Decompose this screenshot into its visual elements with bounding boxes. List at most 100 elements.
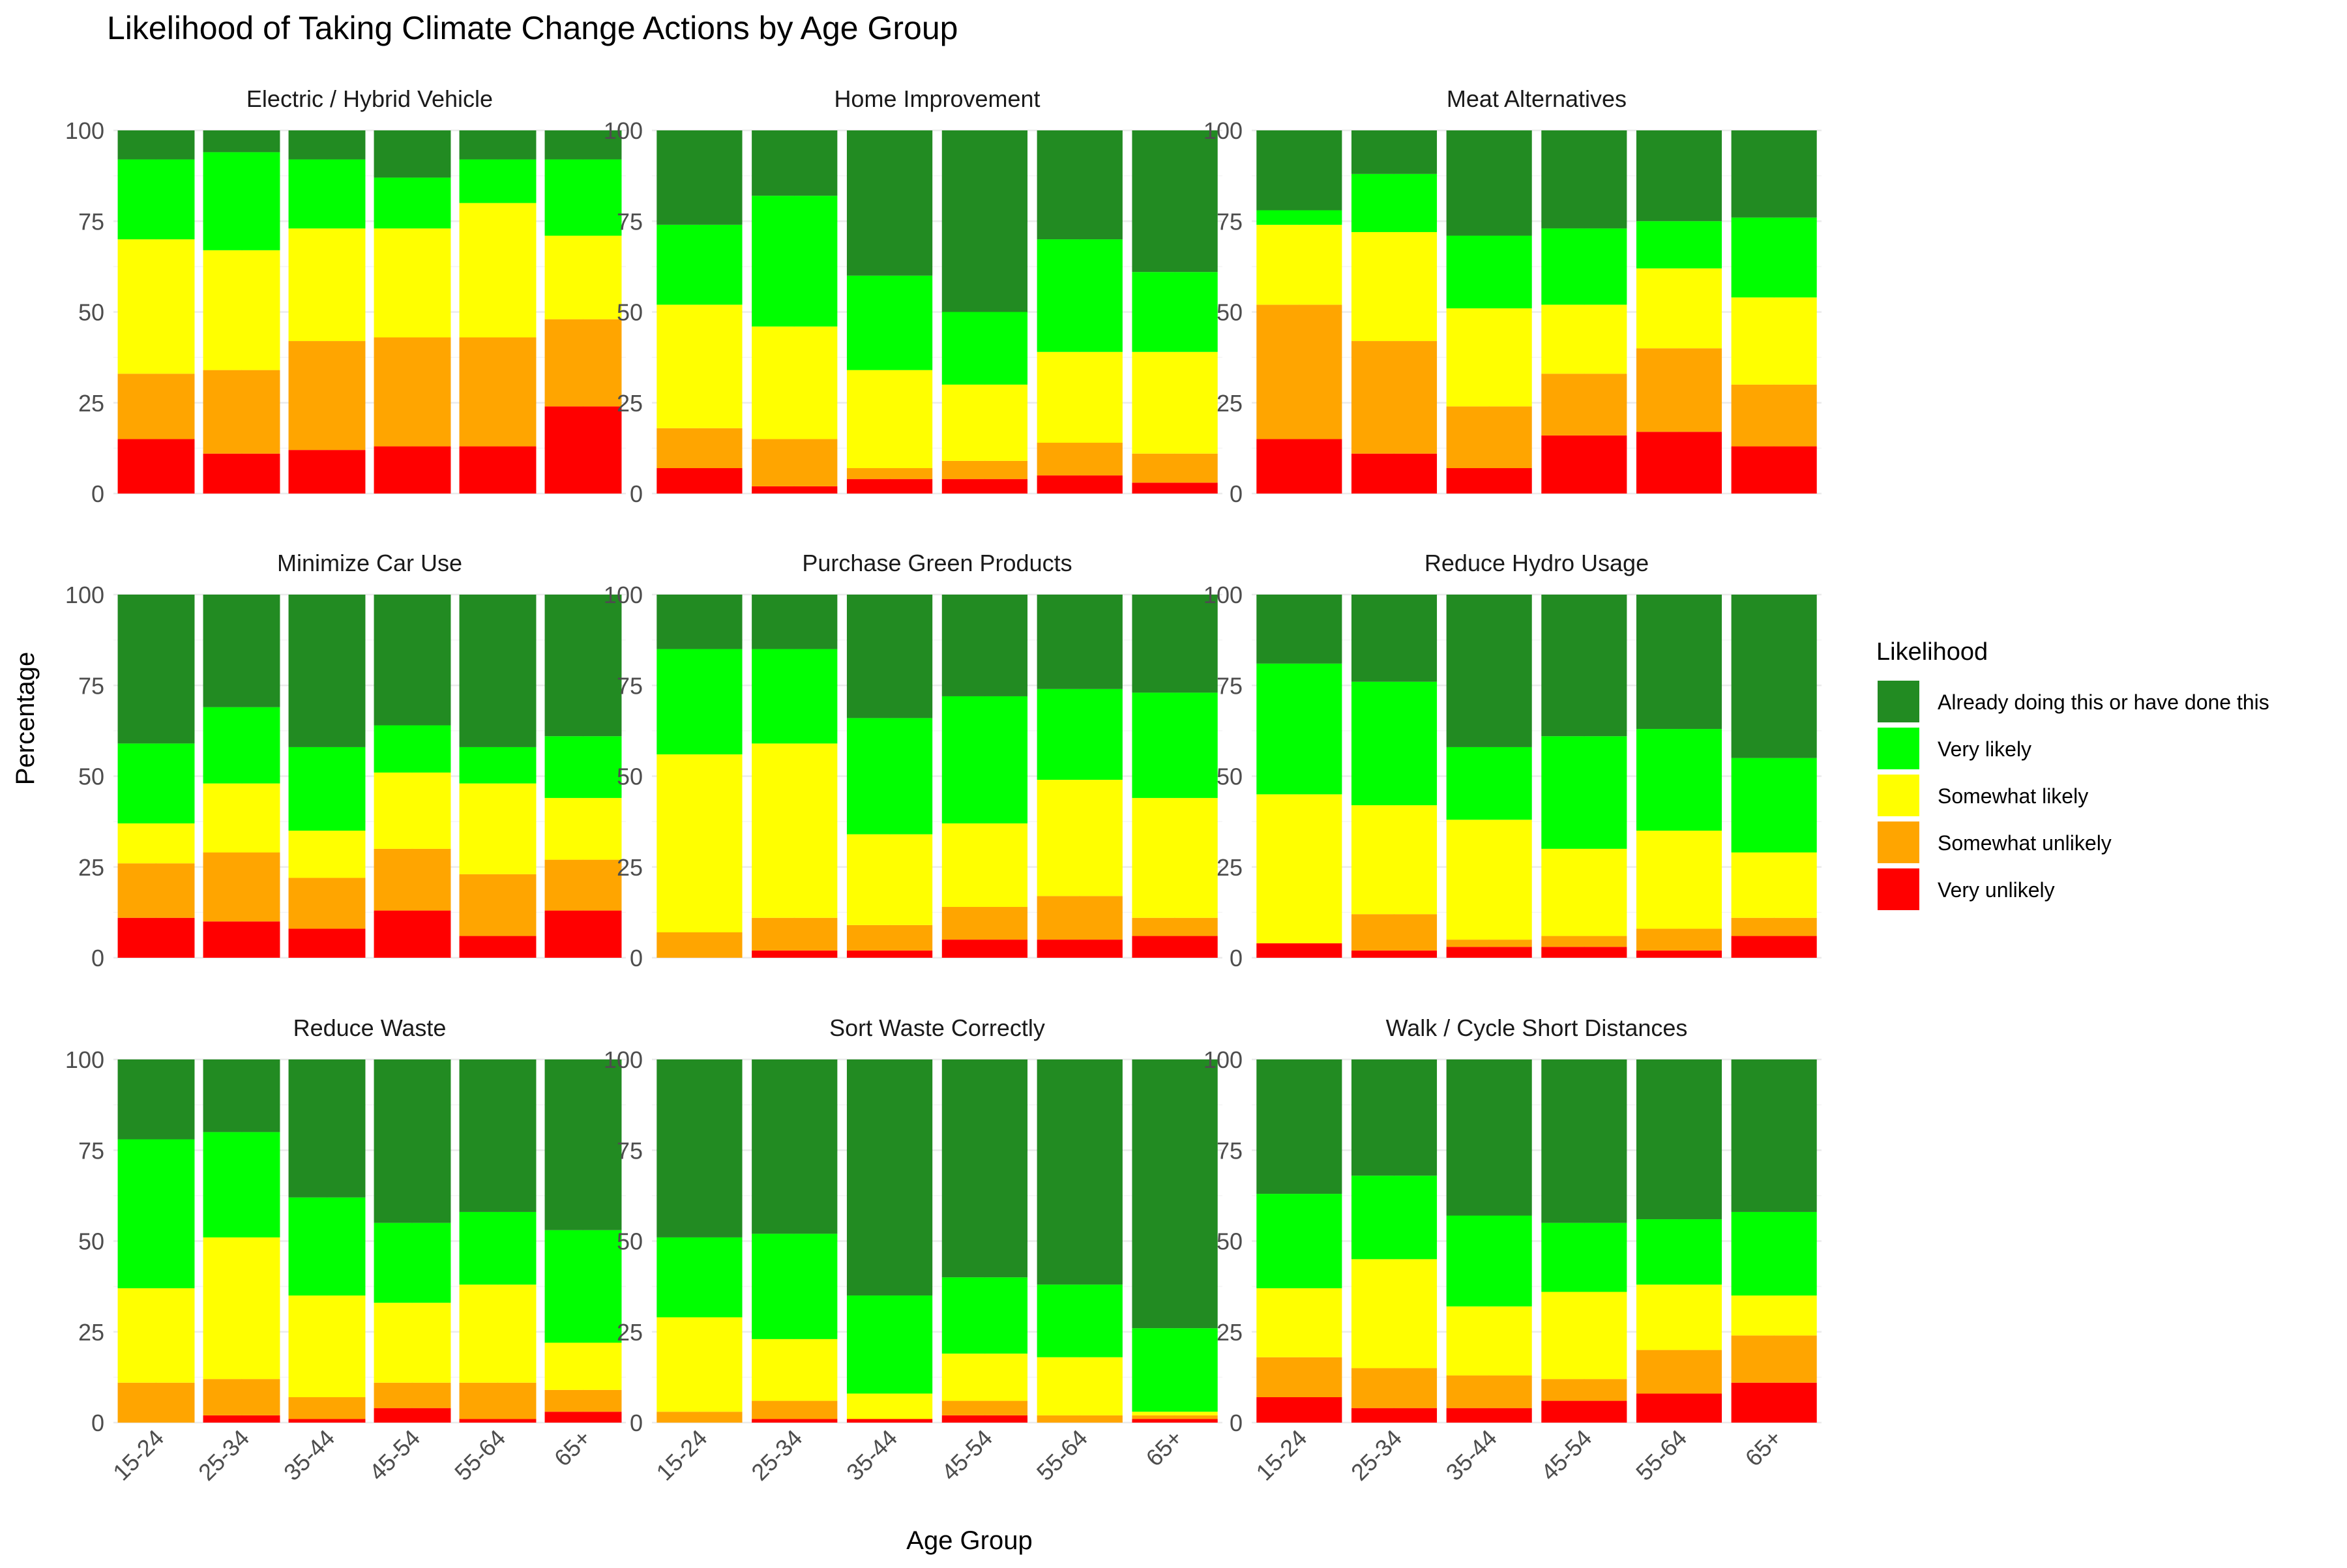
bar-segment bbox=[374, 130, 451, 178]
bar-segment bbox=[1731, 1059, 1817, 1212]
bar-segment bbox=[1446, 595, 1532, 747]
bar-segment bbox=[374, 772, 451, 849]
bar-segment bbox=[657, 428, 743, 469]
bar-segment bbox=[1132, 1328, 1218, 1412]
panel-2: Meat Alternatives 0 25 50 75 100 bbox=[1203, 85, 1822, 507]
bar-segment bbox=[1132, 453, 1218, 483]
bar-segment bbox=[657, 224, 743, 305]
bar-segment bbox=[1132, 130, 1218, 273]
bar-segment bbox=[374, 1408, 451, 1423]
bar-segment bbox=[374, 177, 451, 229]
bar-segment bbox=[459, 936, 537, 958]
y-tick-label: 50 bbox=[1217, 299, 1243, 326]
bar-segment bbox=[1731, 446, 1817, 494]
bar-segment bbox=[1541, 736, 1627, 849]
y-tick-label: 50 bbox=[617, 299, 643, 326]
bar-segment bbox=[1037, 443, 1123, 476]
bar-segment bbox=[1256, 439, 1342, 494]
bar-segment bbox=[544, 319, 622, 407]
bar-segment bbox=[1256, 1194, 1342, 1288]
bar-segment bbox=[1037, 595, 1123, 689]
bar-segment bbox=[374, 1222, 451, 1303]
bar-segment bbox=[657, 304, 743, 428]
bar-segment bbox=[1351, 1368, 1438, 1408]
bar-segment bbox=[846, 275, 933, 370]
bar-segment bbox=[1132, 917, 1218, 936]
bar-segment bbox=[203, 1132, 280, 1237]
panel-title: Sort Waste Correctly bbox=[829, 1014, 1045, 1041]
bar-segment bbox=[1636, 221, 1722, 269]
bar-segment bbox=[374, 1382, 451, 1408]
bar-segment bbox=[1132, 692, 1218, 798]
bar-segment bbox=[459, 337, 537, 447]
bar-segment bbox=[1351, 950, 1438, 958]
bar-segment bbox=[1541, 374, 1627, 436]
bar-segment bbox=[117, 1139, 195, 1288]
bar-segment bbox=[752, 439, 838, 486]
bar-segment bbox=[1446, 1059, 1532, 1216]
bar-segment bbox=[1351, 130, 1438, 174]
bar-segment bbox=[941, 595, 1028, 696]
legend-swatch bbox=[1878, 681, 1919, 722]
bar-segment bbox=[1731, 758, 1817, 853]
bar-segment bbox=[117, 1059, 195, 1140]
bar-segment bbox=[117, 595, 195, 744]
bar-segment bbox=[846, 479, 933, 494]
y-tick-label: 75 bbox=[1217, 672, 1243, 699]
bar-segment bbox=[374, 1059, 451, 1223]
legend-title: Likelihood bbox=[1876, 638, 1988, 666]
bar-segment bbox=[1132, 351, 1218, 454]
bar-segment bbox=[459, 159, 537, 203]
y-tick-label: 50 bbox=[617, 763, 643, 790]
legend-swatch bbox=[1878, 775, 1919, 816]
bar-segment bbox=[1446, 939, 1532, 947]
panel-title: Electric / Hybrid Vehicle bbox=[246, 85, 493, 112]
bar-segment bbox=[752, 130, 838, 196]
bar-segment bbox=[1446, 1306, 1532, 1376]
bar-segment bbox=[1731, 297, 1817, 385]
bar-segment bbox=[459, 1211, 537, 1285]
bar-segment bbox=[1731, 1382, 1817, 1423]
bar-segment bbox=[1541, 1222, 1627, 1292]
y-tick-label: 100 bbox=[604, 117, 643, 144]
legend-label: Somewhat likely bbox=[1938, 784, 2088, 808]
bar-segment bbox=[1446, 1215, 1532, 1307]
bar-segment bbox=[544, 595, 622, 737]
panels-layer: Electric / Hybrid Vehicle0255075100Home … bbox=[65, 85, 1822, 1486]
bar-segment bbox=[1731, 936, 1817, 958]
panel-title: Reduce Hydro Usage bbox=[1424, 550, 1649, 576]
bar-segment bbox=[374, 446, 451, 494]
bar-segment bbox=[1541, 1379, 1627, 1401]
y-tick-label: 50 bbox=[78, 763, 104, 790]
bar-segment bbox=[941, 460, 1028, 479]
bar-segment bbox=[941, 1059, 1028, 1278]
y-tick-label: 0 bbox=[91, 1410, 104, 1436]
bar-segment bbox=[1636, 268, 1722, 349]
y-tick-label: 100 bbox=[1203, 1046, 1243, 1073]
bar-segment bbox=[203, 370, 280, 454]
bar-segment bbox=[941, 1354, 1028, 1401]
y-tick-label: 0 bbox=[1230, 1410, 1243, 1436]
bar-segment bbox=[1731, 1211, 1817, 1296]
bar-segment bbox=[203, 1379, 280, 1415]
bar-segment bbox=[941, 823, 1028, 908]
bar-segment bbox=[203, 250, 280, 370]
bar-segment bbox=[752, 917, 838, 951]
bar-segment bbox=[1256, 1397, 1342, 1423]
bar-segment bbox=[203, 453, 280, 494]
bar-segment bbox=[1132, 482, 1218, 494]
y-tick-label: 100 bbox=[65, 117, 104, 144]
bar-segment bbox=[846, 834, 933, 925]
bar-segment bbox=[1256, 794, 1342, 943]
bar-segment bbox=[203, 707, 280, 784]
bar-segment bbox=[1132, 595, 1218, 693]
bar-segment bbox=[1132, 272, 1218, 352]
bar-segment bbox=[459, 130, 537, 160]
bar-segment bbox=[203, 921, 280, 958]
bar-segment bbox=[1256, 210, 1342, 225]
bar-segment bbox=[374, 848, 451, 911]
y-tick-label: 50 bbox=[617, 1228, 643, 1255]
bar-segment bbox=[203, 595, 280, 707]
